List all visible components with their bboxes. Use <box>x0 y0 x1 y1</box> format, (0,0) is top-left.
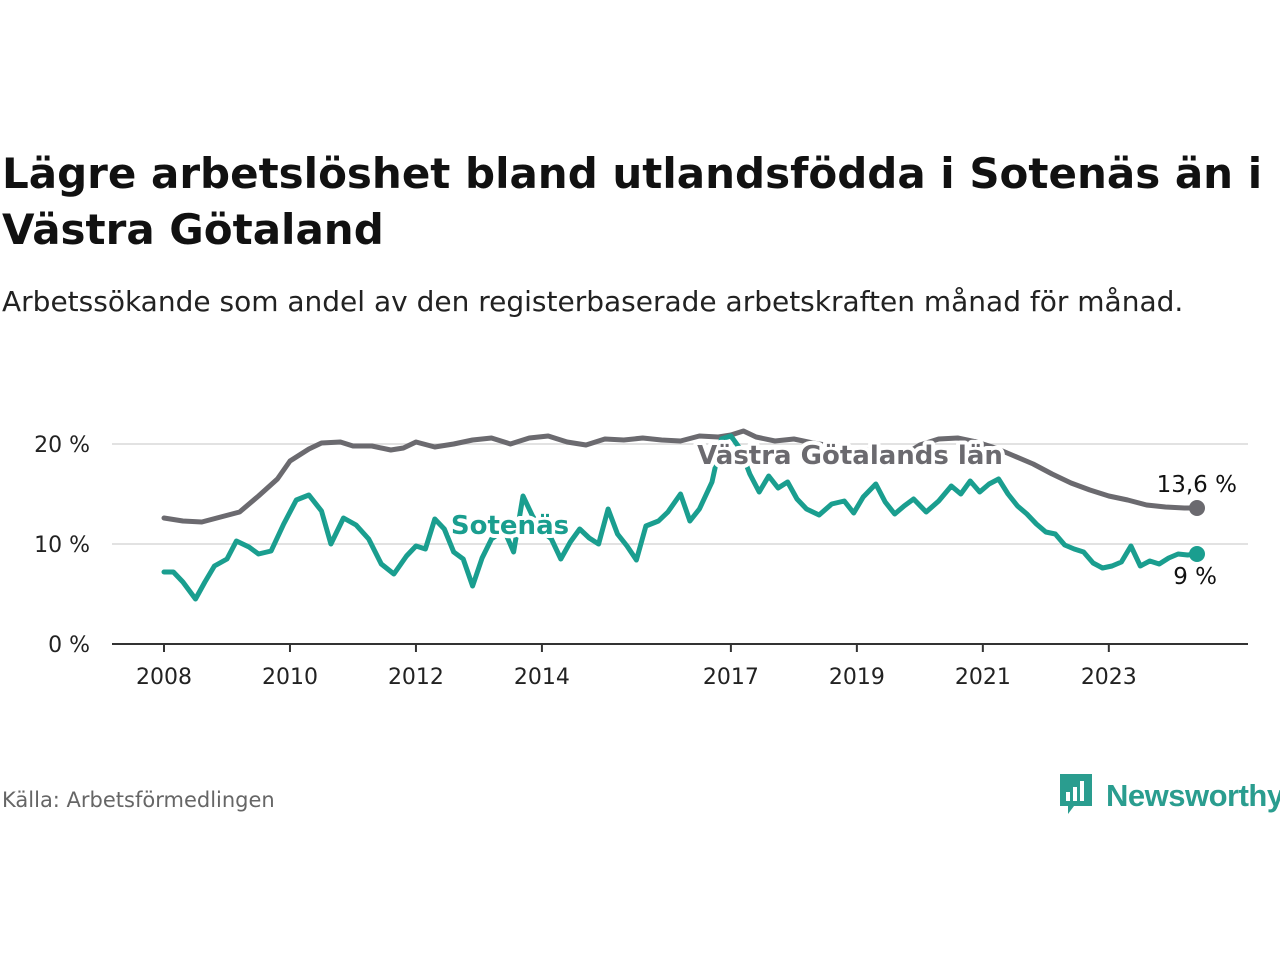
series-lines <box>161 428 1205 602</box>
series-line-sotenas <box>161 433 1200 602</box>
x-tick-label: 2019 <box>829 665 885 690</box>
end-label-vastra-gotaland: 13,6 % <box>1157 472 1237 498</box>
chart-subtitle: Arbetssökande som andel av den registerb… <box>2 285 1184 318</box>
annotations: Västra Götalands län Sotenäs 13,6 % 9 % <box>447 437 1237 590</box>
source-note: Källa: Arbetsförmedlingen <box>2 788 275 812</box>
annotation-sotenas: Sotenäs <box>451 511 569 541</box>
x-tick-label: 2021 <box>955 665 1011 690</box>
brand-name: Newsworthy <box>1106 778 1280 813</box>
x-tick-label: 2014 <box>514 665 570 690</box>
chart-title: Lägre arbetslöshet bland utlandsfödda i … <box>2 149 1263 254</box>
x-tick-label: 2010 <box>262 665 318 690</box>
brand-logo[interactable]: Newsworthy <box>1058 772 1280 820</box>
x-tick-label: 2017 <box>703 665 759 690</box>
line-chart: 0 % 10 % 20 % 2008 2010 2012 2014 2017 2019 2021… <box>34 428 1248 690</box>
x-tick-label: 2012 <box>388 665 444 690</box>
y-tick-label: 0 % <box>48 633 90 658</box>
y-tick-label: 10 % <box>34 533 90 558</box>
annotation-vastra-gotaland: Västra Götalands län <box>697 441 1003 471</box>
newsworthy-logo-icon <box>1058 772 1094 820</box>
end-point-vastra-gotaland <box>1189 500 1205 516</box>
x-tick-label: 2023 <box>1081 665 1137 690</box>
end-point-sotenas <box>1189 546 1205 562</box>
x-tick-label: 2008 <box>136 665 192 690</box>
y-tick-label: 20 % <box>34 433 90 458</box>
series-line-vastra-gotaland <box>161 428 1200 525</box>
grid-lines: 0 % 10 % 20 % <box>34 433 1248 658</box>
x-axis: 2008 2010 2012 2014 2017 2019 2021 2023 <box>112 643 1248 690</box>
end-label-sotenas: 9 % <box>1173 564 1217 590</box>
